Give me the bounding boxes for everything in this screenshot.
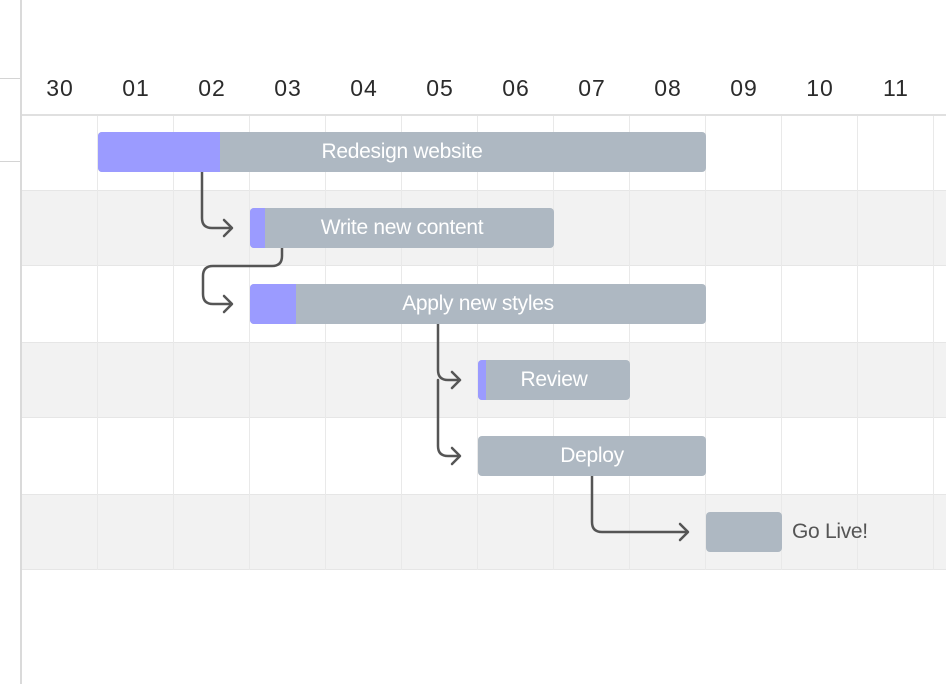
grid-line	[857, 116, 858, 570]
grid-line	[781, 116, 782, 570]
grid-line	[249, 116, 250, 570]
dependency-link	[436, 378, 461, 458]
task-label: Deploy	[560, 444, 624, 467]
left-panel-rule	[0, 78, 20, 79]
date-label: 08	[654, 75, 682, 101]
date-label: 04	[350, 75, 378, 101]
date-label: 11	[883, 75, 909, 101]
arrow-head-icon	[450, 370, 462, 390]
grid-line	[477, 116, 478, 570]
task-progress[interactable]	[250, 284, 296, 324]
arrow-head-icon	[450, 446, 462, 466]
task-bar-apply-new-styles[interactable]: Apply new styles	[250, 284, 706, 324]
grid-line	[325, 116, 326, 570]
arrow-head-icon	[678, 522, 690, 542]
date-label: 07	[578, 75, 606, 101]
task-progress[interactable]	[98, 132, 220, 172]
date-label: 09	[730, 75, 758, 101]
gantt-row	[22, 494, 946, 570]
date-label: 02	[198, 75, 226, 101]
header-divider	[22, 114, 946, 116]
task-bar-deploy[interactable]: Deploy	[478, 436, 706, 476]
task-bar-go-live[interactable]	[706, 512, 782, 552]
grid-line	[97, 116, 98, 570]
date-label: 03	[274, 75, 302, 101]
task-bar-review[interactable]: Review	[478, 360, 630, 400]
date-label: 06	[502, 75, 530, 101]
date-label: 30	[46, 75, 74, 101]
dependency-link	[200, 170, 233, 230]
dependency-link	[436, 322, 461, 382]
arrow-head-icon	[222, 218, 234, 238]
date-label: 01	[122, 75, 150, 101]
grid-line	[401, 116, 402, 570]
task-bar-write-new-content[interactable]: Write new content	[250, 208, 554, 248]
grid-line	[173, 116, 174, 570]
grid-line	[705, 116, 706, 570]
left-panel-rule	[0, 161, 20, 162]
grid-line	[933, 116, 934, 570]
dependency-link	[590, 474, 689, 534]
arrow-head-icon	[222, 294, 234, 314]
task-progress[interactable]	[250, 208, 266, 248]
task-label: Redesign website	[321, 140, 483, 163]
task-label: Write new content	[320, 216, 484, 239]
dependency-link	[201, 246, 284, 306]
task-label: Review	[520, 368, 588, 391]
task-label-go-live: Go Live!	[792, 520, 868, 543]
task-bar-redesign-website[interactable]: Redesign website	[98, 132, 706, 172]
date-label: 10	[806, 75, 834, 101]
grid-line	[629, 116, 630, 570]
left-panel-divider[interactable]	[20, 0, 22, 684]
task-progress[interactable]	[478, 360, 486, 400]
grid-line	[553, 116, 554, 570]
task-label: Apply new styles	[402, 292, 554, 315]
date-label: 05	[426, 75, 454, 101]
